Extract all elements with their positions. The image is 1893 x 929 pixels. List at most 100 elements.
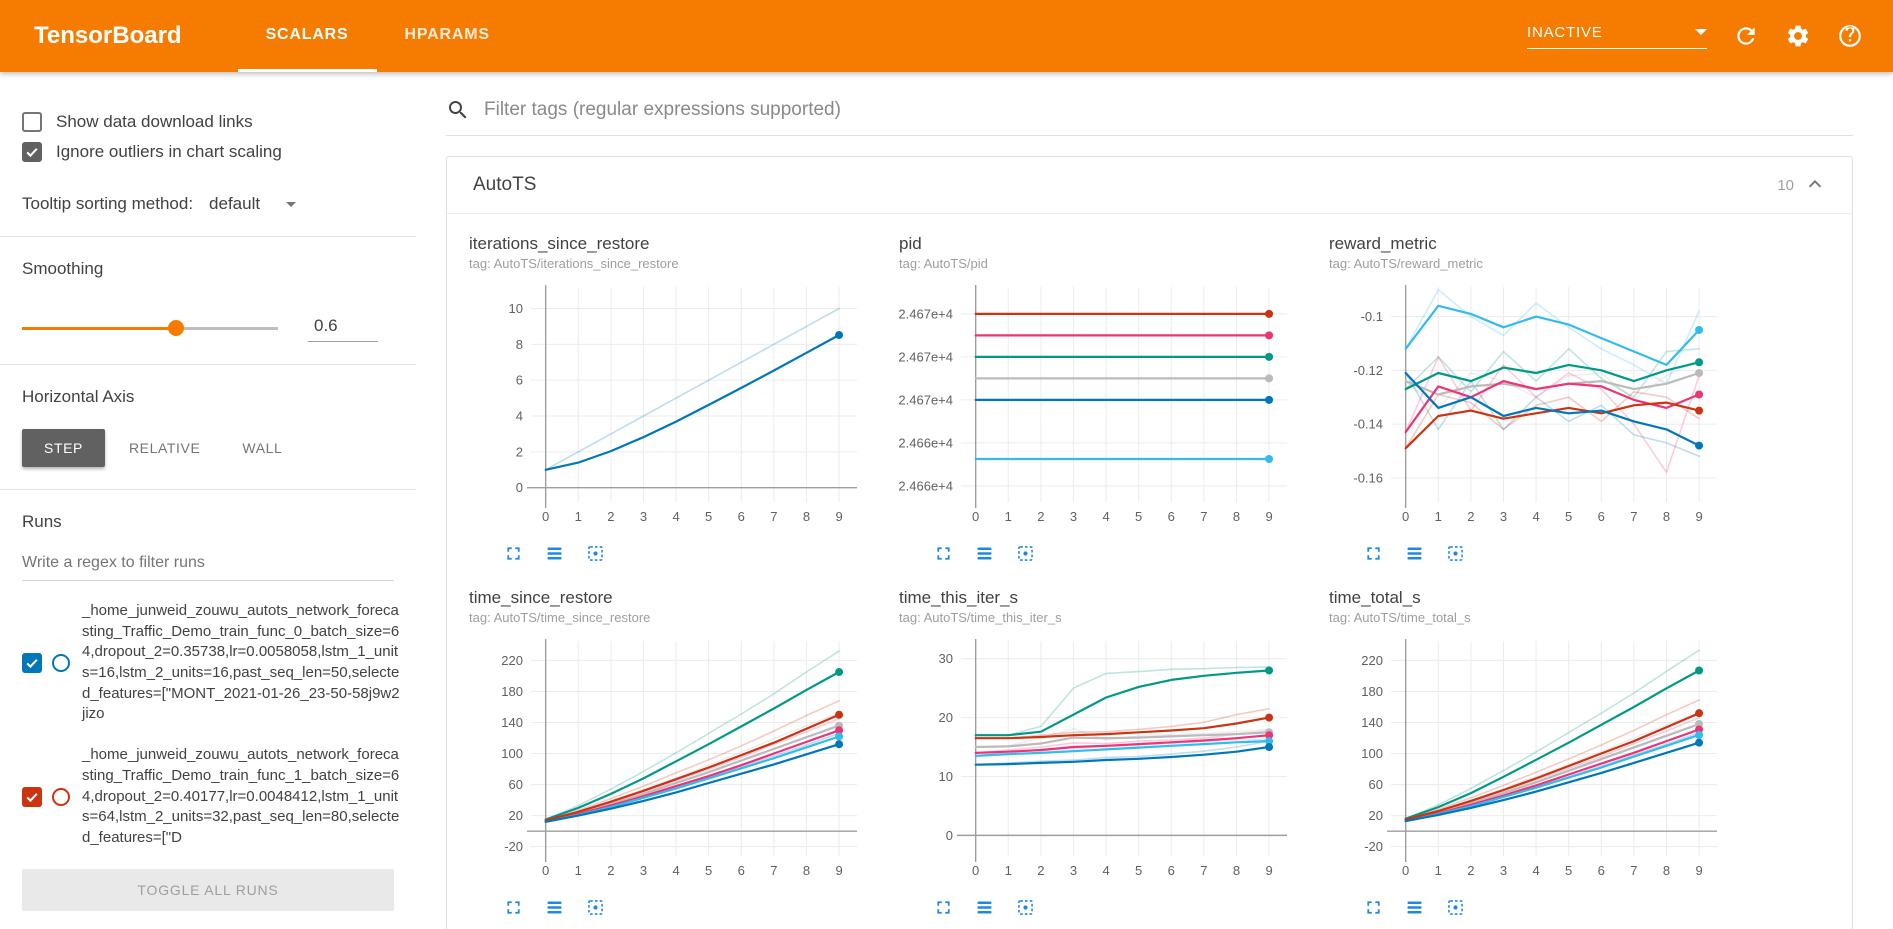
svg-text:7: 7 bbox=[770, 863, 777, 878]
svg-text:2: 2 bbox=[1467, 863, 1474, 878]
chart-toolbar bbox=[469, 897, 869, 918]
fit-domain-icon[interactable] bbox=[1445, 897, 1466, 918]
checkbox-icon[interactable] bbox=[22, 112, 42, 132]
fit-domain-icon[interactable] bbox=[585, 897, 606, 918]
chart-title: time_this_iter_s bbox=[899, 588, 1019, 607]
fullscreen-icon[interactable] bbox=[503, 897, 524, 918]
card-chart-count: 10 bbox=[1777, 176, 1794, 194]
svg-text:1: 1 bbox=[1005, 509, 1012, 524]
chart-canvas[interactable]: 0 10 20 30 0 1 2 3 4 5 6 7 8 9 bbox=[899, 631, 1299, 886]
fit-domain-icon[interactable] bbox=[1445, 543, 1466, 564]
svg-text:1: 1 bbox=[1435, 863, 1442, 878]
svg-text:8: 8 bbox=[1233, 509, 1240, 524]
fullscreen-icon[interactable] bbox=[933, 543, 954, 564]
svg-text:0: 0 bbox=[972, 509, 979, 524]
runs-table-icon[interactable] bbox=[544, 543, 565, 564]
svg-text:5: 5 bbox=[1135, 863, 1142, 878]
card-header[interactable]: AutoTS 10 bbox=[447, 157, 1852, 214]
chart-canvas[interactable]: -20 20 60 100 140 180 220 0 1 2 3 4 5 6 7 8 9 bbox=[1329, 631, 1729, 886]
chart-canvas[interactable]: 0 2 4 6 8 10 0 1 2 3 4 5 6 7 8 9 bbox=[469, 277, 869, 532]
svg-text:8: 8 bbox=[1663, 863, 1670, 878]
run-radio-button[interactable] bbox=[52, 654, 70, 673]
divider bbox=[0, 236, 416, 237]
chart-toolbar bbox=[469, 543, 869, 564]
card-title[interactable]: AutoTS bbox=[473, 174, 537, 195]
run-item: _home_junweid_zouwu_autots_network_forec… bbox=[22, 601, 402, 725]
svg-text:4: 4 bbox=[672, 509, 679, 524]
chart-title: time_since_restore bbox=[469, 588, 613, 607]
fit-domain-icon[interactable] bbox=[1015, 543, 1036, 564]
chart-canvas[interactable]: 2.467e+4 2.467e+4 2.467e+4 2.466e+4 2.466e+4… bbox=[898, 277, 1299, 532]
chart-time_this_iter_s: time_this_iter_s tag: AutoTS/time_this_it… bbox=[899, 588, 1299, 918]
smoothing-value-field[interactable]: 0.6 bbox=[308, 313, 378, 342]
svg-text:5: 5 bbox=[705, 863, 712, 878]
status-dropdown[interactable]: INACTIVE bbox=[1527, 24, 1707, 49]
svg-text:20: 20 bbox=[1369, 808, 1383, 823]
fullscreen-icon[interactable] bbox=[1363, 897, 1384, 918]
svg-text:-20: -20 bbox=[1364, 839, 1383, 854]
settings-gear-icon[interactable] bbox=[1785, 23, 1811, 49]
runs-table-icon[interactable] bbox=[974, 897, 995, 918]
chart-tag: tag: AutoTS/pid bbox=[899, 256, 988, 271]
svg-text:6: 6 bbox=[1168, 509, 1175, 524]
help-icon[interactable] bbox=[1837, 23, 1863, 49]
run-radio-button[interactable] bbox=[52, 787, 70, 806]
fullscreen-icon[interactable] bbox=[1363, 543, 1384, 564]
axis-button-wall[interactable]: WALL bbox=[224, 429, 300, 467]
chart-canvas[interactable]: -20 20 60 100 140 180 220 0 1 2 3 4 5 6 7 8 9 bbox=[469, 631, 869, 886]
svg-text:6: 6 bbox=[738, 509, 745, 524]
runs-table-icon[interactable] bbox=[974, 543, 995, 564]
svg-text:2: 2 bbox=[1467, 509, 1474, 524]
svg-text:3: 3 bbox=[1070, 509, 1077, 524]
svg-text:20: 20 bbox=[939, 710, 953, 725]
tooltip-sort-value: default bbox=[209, 194, 261, 213]
chart-canvas[interactable]: -0.1 -0.12 -0.14 -0.16 0 1 2 3 4 5 6 7 8 9 bbox=[1329, 277, 1729, 532]
axis-button-step[interactable]: STEP bbox=[22, 429, 105, 467]
svg-text:60: 60 bbox=[509, 777, 523, 792]
tab-scalars[interactable]: SCALARS bbox=[237, 0, 377, 72]
slider-thumb[interactable] bbox=[167, 319, 184, 336]
runs-table-icon[interactable] bbox=[1404, 543, 1425, 564]
svg-text:9: 9 bbox=[1265, 863, 1272, 878]
svg-text:0: 0 bbox=[542, 509, 549, 524]
svg-text:10: 10 bbox=[509, 301, 523, 316]
svg-text:8: 8 bbox=[803, 863, 810, 878]
svg-text:8: 8 bbox=[1233, 863, 1240, 878]
chevron-up-icon[interactable] bbox=[1804, 174, 1826, 196]
svg-text:6: 6 bbox=[1598, 863, 1605, 878]
svg-text:1: 1 bbox=[575, 509, 582, 524]
smoothing-slider[interactable] bbox=[22, 318, 278, 338]
tab-hparams[interactable]: HPARAMS bbox=[404, 25, 490, 43]
svg-text:2.467e+4: 2.467e+4 bbox=[899, 349, 953, 364]
refresh-icon[interactable] bbox=[1733, 23, 1759, 49]
fullscreen-icon[interactable] bbox=[503, 543, 524, 564]
checkbox-icon[interactable] bbox=[22, 142, 42, 162]
svg-text:0: 0 bbox=[946, 828, 953, 843]
svg-text:4: 4 bbox=[672, 863, 679, 878]
fit-domain-icon[interactable] bbox=[1015, 897, 1036, 918]
svg-text:2: 2 bbox=[1037, 863, 1044, 878]
runs-filter-input[interactable] bbox=[22, 546, 394, 581]
run-checkbox[interactable] bbox=[22, 653, 42, 674]
svg-text:-0.12: -0.12 bbox=[1353, 363, 1383, 378]
axis-button-relative[interactable]: RELATIVE bbox=[111, 429, 218, 467]
fit-domain-icon[interactable] bbox=[585, 543, 606, 564]
svg-text:8: 8 bbox=[516, 337, 523, 352]
runs-table-icon[interactable] bbox=[1404, 897, 1425, 918]
run-checkbox[interactable] bbox=[22, 786, 42, 807]
toggle-all-runs-button[interactable]: TOGGLE ALL RUNS bbox=[22, 868, 394, 911]
fullscreen-icon[interactable] bbox=[933, 897, 954, 918]
tag-filter-input[interactable] bbox=[484, 99, 1853, 121]
svg-text:2.467e+4: 2.467e+4 bbox=[899, 306, 953, 321]
svg-text:20: 20 bbox=[509, 808, 523, 823]
svg-text:9: 9 bbox=[835, 509, 842, 524]
tooltip-sort-dropdown[interactable]: default bbox=[209, 194, 297, 214]
svg-text:2: 2 bbox=[607, 509, 614, 524]
app-title: TensorBoard bbox=[34, 22, 182, 49]
svg-text:0: 0 bbox=[542, 863, 549, 878]
show-download-links-checkbox[interactable]: Show data download links bbox=[22, 112, 394, 132]
svg-text:8: 8 bbox=[1663, 509, 1670, 524]
autots-card: AutoTS 10 iterations_since_restore tag: A… bbox=[446, 156, 1853, 929]
ignore-outliers-checkbox[interactable]: Ignore outliers in chart scaling bbox=[22, 142, 394, 162]
runs-table-icon[interactable] bbox=[544, 897, 565, 918]
